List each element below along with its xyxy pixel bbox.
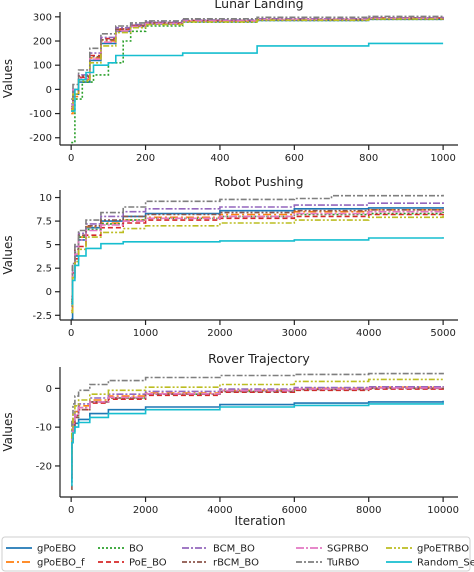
- x-tick-label: 8000: [356, 505, 381, 516]
- legend-label: BCM_BO: [213, 544, 255, 555]
- y-tick-label: 100: [33, 61, 52, 72]
- series-line-gpoebo-f: [71, 208, 444, 312]
- y-tick-label: -20: [36, 461, 52, 472]
- series-line-bcm-bo: [71, 201, 444, 298]
- x-tick-label: 5000: [430, 328, 455, 339]
- y-tick-label: 0: [46, 384, 52, 395]
- series-line-gpoebo: [71, 207, 444, 320]
- panel-2: Robot Pushing Values 0 1000 2000 3000 4000 5000…: [1, 174, 458, 339]
- legend-label: gPoEBO_f: [37, 558, 85, 569]
- series-group: [71, 194, 444, 320]
- legend: gPoEBO gPoEBO_f BO PoE_BO BCM_BO rBCM_BO SGPRB…: [1, 536, 474, 572]
- x-tick-label: 1000: [133, 328, 158, 339]
- series-line-sgprbo: [71, 209, 444, 298]
- series-group: [71, 372, 444, 490]
- legend-label: BO: [129, 544, 144, 555]
- legend-label: Random_Search: [417, 558, 474, 569]
- legend-label: rBCM_BO: [213, 558, 259, 569]
- y-tick-label: 7.5: [36, 217, 52, 228]
- y-axis-label: Values: [1, 412, 15, 451]
- series-group: [71, 15, 444, 144]
- series-line-rbcm-bo: [71, 387, 444, 490]
- series-line-gpoetrbo: [71, 378, 444, 471]
- series-line-bo: [71, 211, 444, 302]
- x-axis-label: Iteration: [235, 514, 286, 528]
- series-line-bo: [71, 18, 444, 144]
- series-line-gpoetrbo: [71, 17, 444, 111]
- x-tick-label: 10000: [427, 505, 459, 516]
- x-tick-label: 0: [68, 328, 74, 339]
- x-tick-label: 2000: [133, 505, 158, 516]
- series-line-gpoebo-f: [71, 386, 444, 475]
- y-tick-label: 0: [46, 287, 52, 298]
- series-line-random-search: [71, 237, 444, 305]
- x-tick-label: 400: [210, 153, 229, 164]
- legend-label: SGPRBO: [327, 544, 369, 555]
- y-tick-label: 5: [46, 240, 52, 251]
- series-line-poe-bo: [71, 213, 444, 304]
- x-tick-label: 4000: [356, 328, 381, 339]
- y-tick-label: -100: [29, 109, 52, 120]
- panel-title: Robot Pushing: [214, 174, 303, 189]
- x-tick-label: 600: [285, 153, 304, 164]
- series-line-turbo: [71, 15, 444, 100]
- legend-label: gPoETRBO: [417, 544, 469, 555]
- legend-label: TuRBO: [326, 558, 360, 569]
- x-tick-label: 800: [359, 153, 378, 164]
- panel-title: Lunar Landing: [214, 0, 303, 11]
- series-line-random-search: [71, 42, 444, 112]
- x-tick-label: 6000: [282, 505, 307, 516]
- x-tick-label: 0: [68, 505, 74, 516]
- legend-label: gPoEBO: [37, 544, 76, 555]
- y-axis-label: Values: [1, 235, 15, 274]
- x-tick-label: 3000: [282, 328, 307, 339]
- y-axis-label: Values: [1, 59, 15, 98]
- series-line-gpoetrbo: [71, 215, 444, 314]
- series-line-sgprbo: [71, 17, 444, 109]
- y-tick-label: 0: [46, 85, 52, 96]
- x-tick-label: 0: [68, 153, 74, 164]
- series-line-turbo: [71, 194, 444, 307]
- y-tick-label: 2.5: [36, 264, 52, 275]
- x-tick-label: 1000: [430, 153, 455, 164]
- x-tick-label: 200: [136, 153, 155, 164]
- x-tick-label: 4000: [207, 505, 232, 516]
- y-tick-label: -200: [29, 133, 52, 144]
- y-tick-label: -10: [36, 423, 52, 434]
- panel-title: Rover Trajectory: [208, 351, 310, 366]
- series-line-sgprbo: [71, 387, 444, 475]
- series-line-random-search: [71, 402, 444, 487]
- x-tick-label: 2000: [207, 328, 232, 339]
- y-tick-label: 10: [39, 193, 52, 204]
- legend-label: PoE_BO: [129, 558, 167, 569]
- y-tick-label: 200: [33, 37, 52, 48]
- y-tick-label: 300: [33, 12, 52, 23]
- y-tick-label: -2.5: [32, 311, 52, 322]
- series-line-bo: [71, 387, 444, 471]
- panel-3: Rover Trajectory Values 0 2000 4000 6000 8000 1…: [1, 351, 459, 516]
